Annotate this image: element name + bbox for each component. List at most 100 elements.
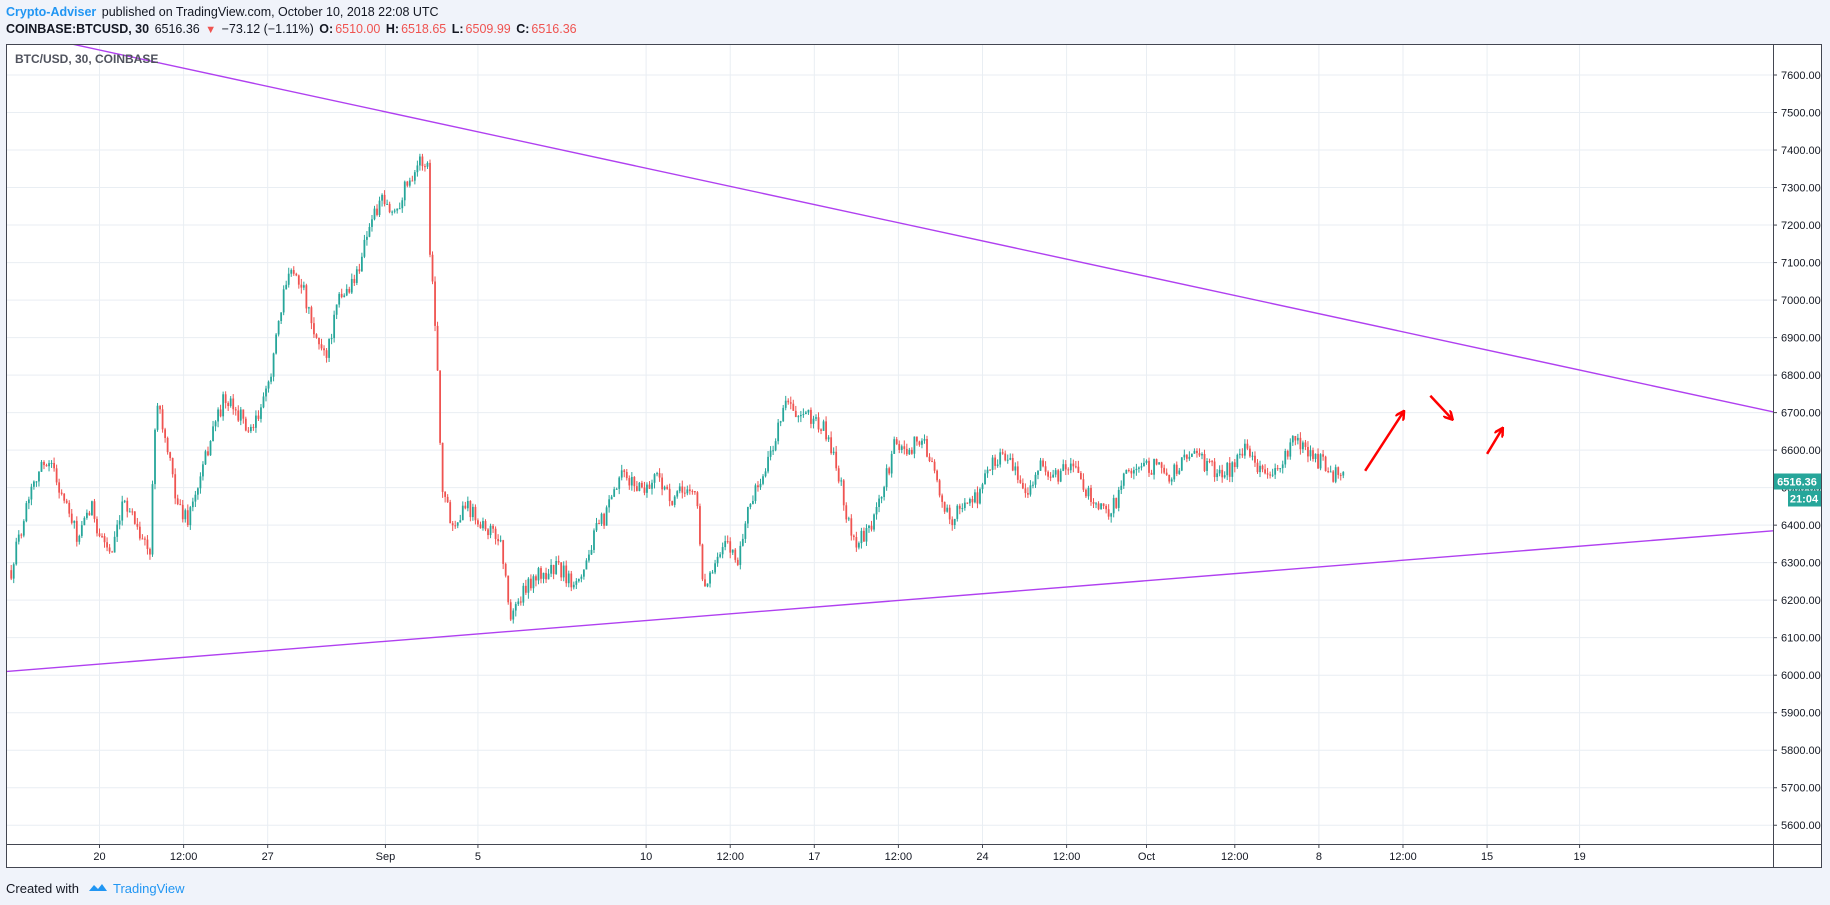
y-tick-label: 7600.00 <box>1781 70 1821 82</box>
x-tick-label: 15 <box>1481 851 1493 863</box>
candle-body <box>426 162 429 167</box>
candle-body <box>325 350 328 358</box>
candle-body <box>1032 484 1034 486</box>
countdown-tag-label: 21:04 <box>1790 494 1819 506</box>
candle-body <box>1163 467 1166 473</box>
candle-body <box>113 536 116 553</box>
candle-body <box>1296 437 1299 441</box>
candle-body <box>820 429 822 431</box>
candle-body <box>499 540 502 542</box>
candle-body <box>1188 456 1191 459</box>
candle-body <box>181 504 184 520</box>
candle-body <box>900 446 903 451</box>
close-value: 6516.36 <box>531 22 577 36</box>
projection-arrow[interactable] <box>1364 413 1403 472</box>
candle-body <box>1170 479 1173 482</box>
candle-body <box>48 463 50 467</box>
candle-body <box>651 482 653 489</box>
candle-body <box>424 166 426 168</box>
candle-body <box>388 203 391 213</box>
candle-body <box>575 581 578 585</box>
publish-info: published on TradingView.com, October 10… <box>101 5 439 19</box>
candle-body <box>868 525 870 529</box>
price-change: −73.12 (−1.11%) <box>221 22 314 36</box>
candle-body <box>1090 487 1092 502</box>
candle-body <box>320 344 323 349</box>
candle-body <box>252 426 255 428</box>
candle-body <box>1057 470 1060 482</box>
candle-body <box>666 486 669 489</box>
candle-body <box>648 484 651 489</box>
time-axis[interactable]: 20 12:00 27 Sep 5 10 12:00 17 12:00 24 12:00 Oct 12:… <box>93 844 1586 863</box>
candle-body <box>454 525 457 527</box>
candle-body <box>724 541 727 548</box>
candle-body <box>1117 489 1120 508</box>
candle-body <box>277 320 280 335</box>
candle-body <box>615 488 618 490</box>
candle-body <box>1024 488 1027 494</box>
x-tick-label: Oct <box>1138 851 1155 863</box>
candle-body <box>305 285 308 309</box>
y-tick-label: 6300.00 <box>1781 558 1821 570</box>
y-tick-label: 5800.00 <box>1781 745 1821 757</box>
candle-body <box>1092 501 1095 504</box>
candle-body <box>1317 453 1319 469</box>
candle-body <box>1115 497 1118 508</box>
candle-body <box>101 536 103 538</box>
candle-body <box>436 325 439 371</box>
candle-body <box>522 585 525 603</box>
candle-body <box>73 520 76 523</box>
candle-body <box>461 505 464 521</box>
candle-body <box>257 415 260 419</box>
candle-body <box>439 370 441 443</box>
candle-body <box>762 476 764 484</box>
candle-body <box>466 501 469 509</box>
candle-body <box>530 578 532 589</box>
candle-body <box>746 507 749 524</box>
candle-body <box>699 506 701 545</box>
candle-body <box>986 469 989 474</box>
lower-support-trendline[interactable] <box>7 530 1773 673</box>
candle-body <box>1291 435 1294 443</box>
candle-body <box>267 381 270 389</box>
candle-body <box>1183 454 1186 458</box>
candle-body <box>989 469 991 471</box>
projection-arrows[interactable] <box>1364 394 1502 472</box>
candle-body <box>1122 473 1125 486</box>
candle-body <box>653 474 656 483</box>
candle-body <box>696 492 699 507</box>
candle-body <box>1127 470 1130 472</box>
candle-body <box>974 492 976 503</box>
candle-body <box>53 462 55 469</box>
upper-resistance-trendline[interactable] <box>7 45 1773 413</box>
candle-body <box>70 513 73 523</box>
tradingview-link[interactable]: TradingView <box>87 881 185 896</box>
candle-body <box>832 451 835 454</box>
candle-body <box>80 525 83 536</box>
candle-body <box>865 528 868 542</box>
chart-area[interactable]: 5600.00 5700.00 5800.00 5900.00 6000.00 6100.… <box>6 44 1822 868</box>
author-link[interactable]: Crypto-Adviser <box>6 5 97 19</box>
candle-body <box>1243 443 1246 456</box>
candle-body <box>1264 469 1266 474</box>
candle-body <box>1259 465 1261 473</box>
candle-body <box>350 278 353 293</box>
candle-body <box>1274 468 1277 475</box>
candle-body <box>1218 469 1221 474</box>
candle-body <box>1193 450 1196 454</box>
projection-arrow[interactable] <box>1429 394 1451 419</box>
price-axis[interactable]: 5600.00 5700.00 5800.00 5900.00 6000.00 6100.… <box>1773 70 1821 832</box>
candle-body <box>608 499 611 508</box>
candle-body <box>1158 462 1161 465</box>
candle-body <box>1309 450 1312 457</box>
candle-body <box>926 438 928 457</box>
candle-body <box>381 194 383 201</box>
candle-body <box>482 521 484 529</box>
candle-body <box>169 452 172 459</box>
chart-title: BTC/USD, 30, COINBASE <box>15 52 158 66</box>
candle-body <box>229 398 232 407</box>
candle-body <box>620 470 623 478</box>
projection-arrow[interactable] <box>1486 429 1502 455</box>
price-chart[interactable]: 5600.00 5700.00 5800.00 5900.00 6000.00 6100.… <box>7 45 1821 867</box>
trendlines[interactable] <box>7 45 1773 673</box>
